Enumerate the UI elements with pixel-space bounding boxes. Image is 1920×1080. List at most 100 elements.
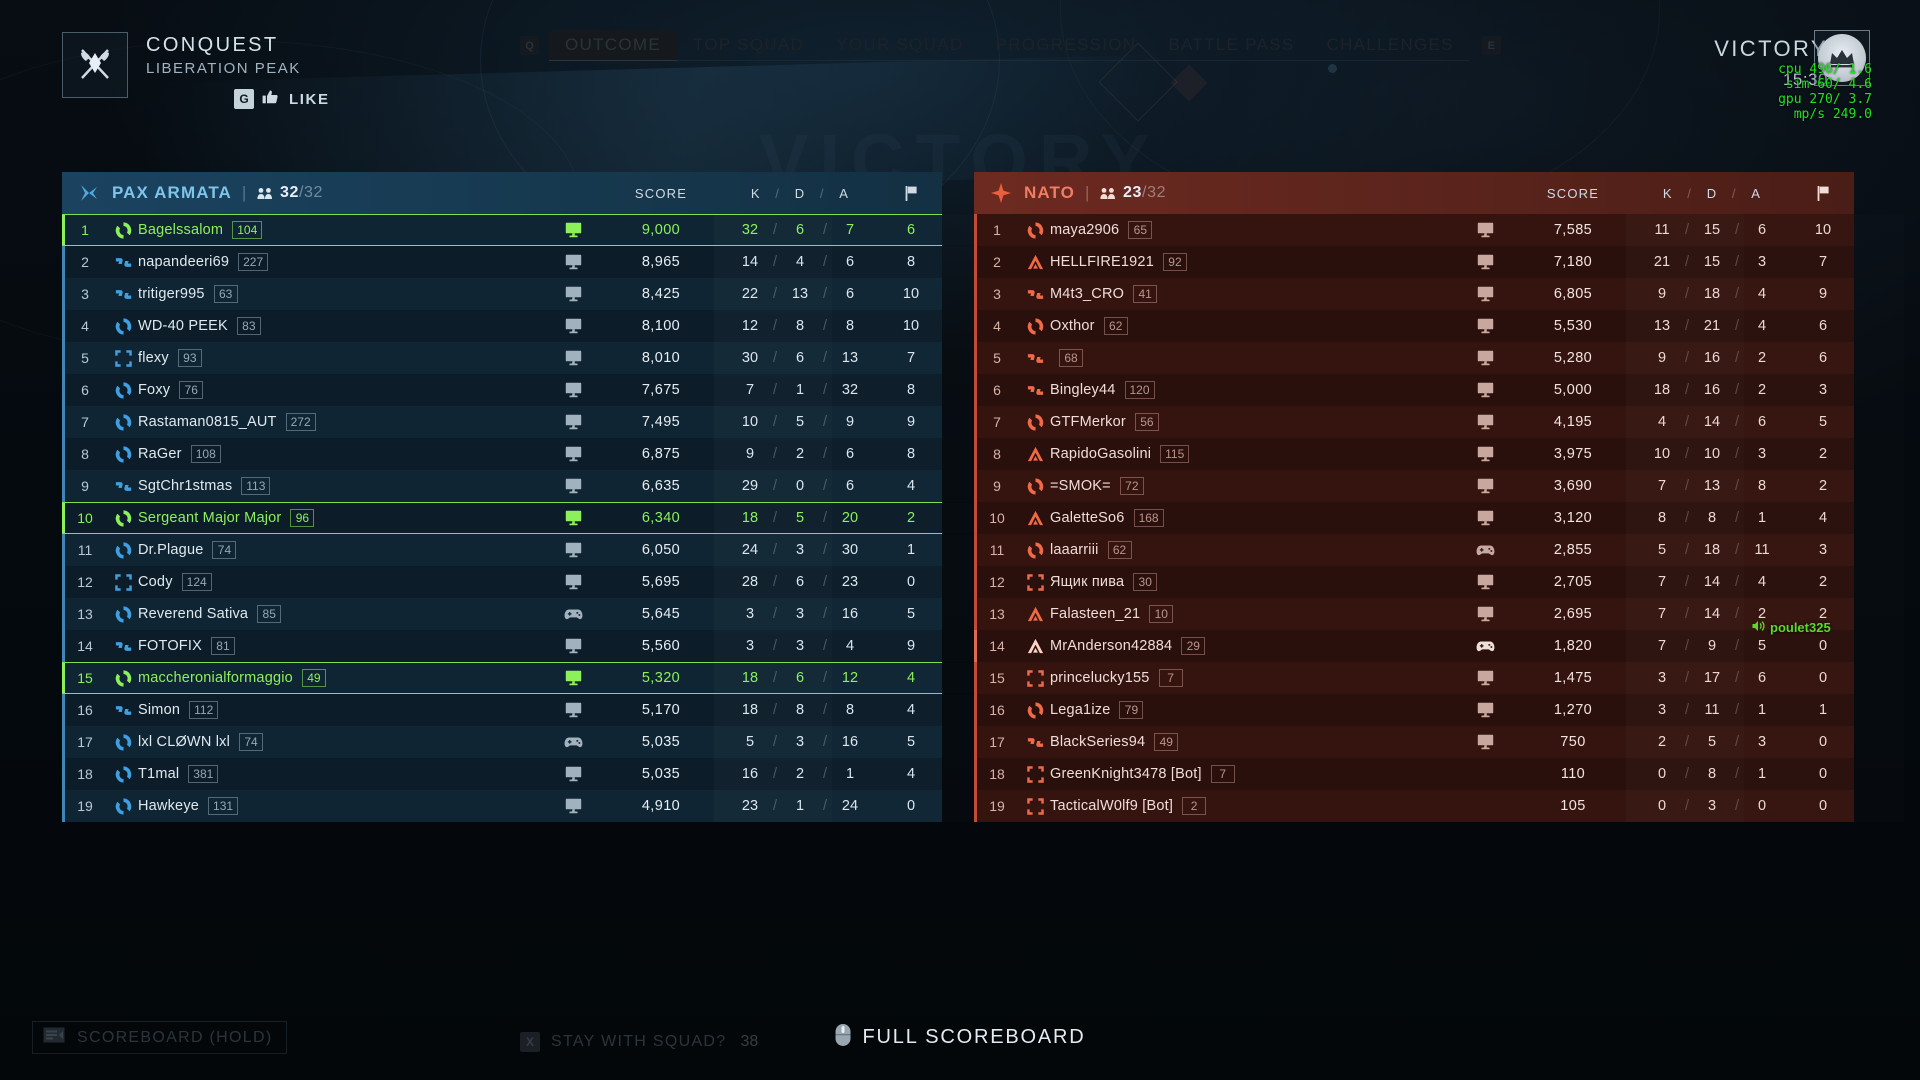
table-row[interactable]: 6 Bingley44 120 5,000 18/16/2 3 (974, 374, 1854, 406)
player-flags: 9 (906, 414, 916, 430)
tab-battle-pass[interactable]: BATTLE PASS (1152, 30, 1311, 61)
scoreboard-hold-action[interactable]: SCOREBOARD (HOLD) (32, 1021, 288, 1054)
player-assists: 23 (841, 574, 859, 590)
table-row[interactable]: 10 GaletteSo6 168 3,120 8/8/1 4 (974, 502, 1854, 534)
table-row[interactable]: 9 =SMOK= 72 3,690 7/13/8 2 (974, 470, 1854, 502)
flag-icon (880, 185, 942, 201)
stay-with-squad-count: 38 (740, 1033, 759, 1050)
tab-next-keycap: E (1481, 36, 1501, 55)
class-medic-icon (1020, 605, 1050, 624)
player-deaths: 1 (795, 382, 805, 398)
table-row[interactable]: 3 tritiger995 63 8,425 22/13/6 10 (62, 278, 942, 310)
player-deaths: 17 (1703, 670, 1721, 686)
kda-column-band (1744, 214, 1904, 246)
tab-bar[interactable]: Q OUTCOME TOP SQUAD YOUR SQUAD PROGRESSI… (520, 30, 1511, 61)
class-assault-icon (108, 669, 138, 688)
player-flags: 0 (1818, 766, 1828, 782)
player-kills: 3 (745, 638, 755, 654)
table-row[interactable]: 16 Simon 112 5,170 18/8/8 4 (62, 694, 942, 726)
player-name: Oxthor (1050, 318, 1095, 334)
table-row[interactable]: 5 flexy 93 8,010 30/6/13 7 (62, 342, 942, 374)
class-recon-icon (1020, 765, 1050, 784)
score-column-band (714, 566, 832, 598)
player-assists: 4 (845, 638, 855, 654)
player-identity: WD-40 PEEK 83 (108, 317, 544, 336)
table-row[interactable]: 14 FOTOFIX 81 5,560 3/3/4 9 (62, 630, 942, 662)
class-assault-icon (108, 445, 138, 464)
tab-your-squad[interactable]: YOUR SQUAD (820, 30, 980, 61)
kda-column-band (1744, 758, 1904, 790)
player-level: 29 (1181, 637, 1206, 655)
player-rank: 17 (989, 734, 1005, 750)
column-header-kda: K / D / A (1662, 185, 1762, 201)
table-row[interactable]: 9 SgtChr1stmas 113 6,635 29/0/6 4 (62, 470, 942, 502)
table-row[interactable]: 15 princelucky155 7 1,475 3/17/6 0 (974, 662, 1854, 694)
platform-pc-icon (544, 542, 602, 558)
table-row[interactable]: 13 Falasteen_21 10 2,695 7/14/2 2 (974, 598, 1854, 630)
class-recon-icon (1020, 669, 1050, 688)
table-row[interactable]: 17 BlackSeries94 49 750 2/5/3 0 (974, 726, 1854, 758)
table-row[interactable]: 12 Ящик пива 30 2,705 7/14/4 2 (974, 566, 1854, 598)
player-assists: 4 (1757, 574, 1767, 590)
kda-column-band (832, 534, 992, 566)
table-row[interactable]: 19 TacticalW0lf9 [Bot] 2 105 0/3/0 0 (974, 790, 1854, 822)
table-row[interactable]: 8 RapidoGasolini 115 3,975 10/10/3 2 (974, 438, 1854, 470)
player-level: 272 (285, 413, 316, 431)
like-action[interactable]: G LIKE (234, 89, 330, 109)
player-assists: 7 (845, 222, 855, 238)
table-row[interactable]: 6 Foxy 76 7,675 7/1/32 8 (62, 374, 942, 406)
table-row[interactable]: 18 T1mal 381 5,035 16/2/1 4 (62, 758, 942, 790)
class-engineer-icon (1020, 733, 1050, 752)
table-row[interactable]: 11 laaarriii 62 2,855 5/18/11 3 (974, 534, 1854, 566)
thumbs-up-icon (262, 89, 279, 109)
player-level: 227 (238, 253, 269, 271)
table-row[interactable]: 3 M4t3_CRO 41 6,805 9/18/4 9 (974, 278, 1854, 310)
player-deaths: 3 (1707, 798, 1717, 814)
player-flags: 4 (906, 478, 916, 494)
table-row[interactable]: 10 Sergeant Major Major 96 6,340 18/5/20 2 (62, 502, 942, 534)
player-score: 2,855 (1553, 542, 1593, 558)
player-deaths: 3 (795, 638, 805, 654)
tab-outcome[interactable]: OUTCOME (549, 30, 677, 61)
table-row[interactable]: 13 Reverend Sativa 85 5,645 3/3/16 5 (62, 598, 942, 630)
player-kills: 3 (1657, 670, 1667, 686)
player-assists: 6 (1757, 222, 1767, 238)
tab-progression[interactable]: PROGRESSION (979, 30, 1153, 61)
table-row[interactable]: 5 68 5,280 9/16/2 6 (974, 342, 1854, 374)
table-row[interactable]: 1 maya2906 65 7,585 11/15/6 10 (974, 214, 1854, 246)
table-row[interactable]: 12 Cody 124 5,695 28/6/23 0 (62, 566, 942, 598)
table-row[interactable]: 19 Hawkeye 131 4,910 23/1/24 0 (62, 790, 942, 822)
table-row[interactable]: 14 MrAnderson42884 29 1,820 7/9/5 0 (974, 630, 1854, 662)
player-score: 5,320 (641, 670, 681, 686)
platform-pc-icon (544, 382, 602, 398)
player-name: RaGer (138, 446, 182, 462)
table-row[interactable]: 15 maccheronialformaggio 49 5,320 18/6/12 4 (62, 662, 942, 694)
tab-challenges[interactable]: CHALLENGES (1310, 30, 1470, 61)
kda-column-band (832, 406, 992, 438)
player-score: 8,100 (641, 318, 681, 334)
table-row[interactable]: 2 HELLFIRE1921 92 7,180 21/15/3 7 (974, 246, 1854, 278)
player-assists: 8 (845, 702, 855, 718)
table-row[interactable]: 11 Dr.Plague 74 6,050 24/3/30 1 (62, 534, 942, 566)
table-row[interactable]: 4 Oxthor 62 5,530 13/21/4 6 (974, 310, 1854, 342)
table-row[interactable]: 17 lxl CLØWN lxl 74 5,035 5/3/16 5 (62, 726, 942, 758)
table-row[interactable]: 2 napandeeri69 227 8,965 14/4/6 8 (62, 246, 942, 278)
table-row[interactable]: 7 GTFMerkor 56 4,195 4/14/6 5 (974, 406, 1854, 438)
table-row[interactable]: 1 Bagelssalom 104 9,000 32/6/7 6 (62, 214, 942, 246)
platform-pc-icon (1456, 702, 1514, 718)
full-scoreboard-action[interactable]: FULL SCOREBOARD (835, 1023, 1086, 1052)
table-row[interactable]: 4 WD-40 PEEK 83 8,100 12/8/8 10 (62, 310, 942, 342)
table-row[interactable]: 8 RaGer 108 6,875 9/2/6 8 (62, 438, 942, 470)
stay-with-squad-action[interactable]: X STAY WITH SQUAD? 38 (520, 1032, 758, 1052)
people-icon (1100, 187, 1116, 200)
player-assists: 1 (1757, 510, 1767, 526)
row-accent-bar (974, 438, 977, 470)
table-row[interactable]: 18 GreenKnight3478 [Bot] 7 110 0/8/1 0 (974, 758, 1854, 790)
tab-top-squad[interactable]: TOP SQUAD (676, 30, 821, 61)
kda-column-band (1744, 662, 1904, 694)
player-name: Sergeant Major Major (138, 510, 282, 526)
table-row[interactable]: 16 Lega1ize 79 1,270 3/11/1 1 (974, 694, 1854, 726)
row-accent-bar (62, 598, 65, 630)
player-identity: T1mal 381 (108, 765, 544, 784)
table-row[interactable]: 7 Rastaman0815_AUT 272 7,495 10/5/9 9 (62, 406, 942, 438)
